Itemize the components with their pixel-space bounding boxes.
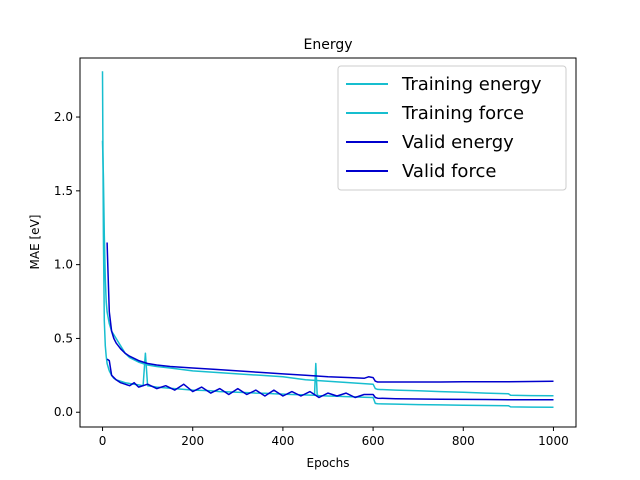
series-line-valid-force — [106, 242, 554, 383]
y-axis: 0.0 0.5 1.0 1.5 2.0 — [54, 110, 80, 419]
chart-title: Energy — [303, 37, 352, 53]
y-axis-label: MAE [eV] — [28, 215, 42, 270]
x-axis-label: Epochs — [307, 456, 350, 470]
x-axis: 0 200 400 600 800 1000 — [99, 427, 569, 448]
plot-area — [101, 71, 554, 408]
legend-label: Valid energy — [402, 132, 514, 153]
y-tick-label: 2.0 — [54, 110, 73, 124]
legend-box — [337, 65, 567, 191]
x-tick-label: 800 — [452, 434, 475, 448]
series-line-valid-energy — [106, 358, 554, 401]
legend: Training energy Training force Valid energ… — [337, 65, 567, 191]
y-tick-label: 0.5 — [54, 331, 73, 345]
legend-entry: Training energy — [346, 74, 542, 95]
y-tick-label: 1.5 — [54, 184, 73, 198]
x-tick-label: 600 — [362, 434, 385, 448]
x-tick-label: 200 — [181, 434, 204, 448]
series-line-training-force — [101, 140, 554, 397]
x-tick-label: 1000 — [538, 434, 569, 448]
legend-label: Valid force — [402, 161, 496, 182]
x-tick-label: 400 — [271, 434, 294, 448]
legend-entry: Valid energy — [346, 132, 514, 153]
y-tick-label: 1.0 — [54, 258, 73, 272]
plot-frame — [79, 57, 577, 428]
legend-label: Training energy — [401, 74, 542, 95]
legend-entry: Training force — [346, 103, 524, 124]
x-tick-label: 0 — [99, 434, 107, 448]
legend-entry: Valid force — [346, 161, 496, 182]
y-tick-label: 0.0 — [54, 405, 73, 419]
legend-label: Training force — [401, 103, 524, 124]
